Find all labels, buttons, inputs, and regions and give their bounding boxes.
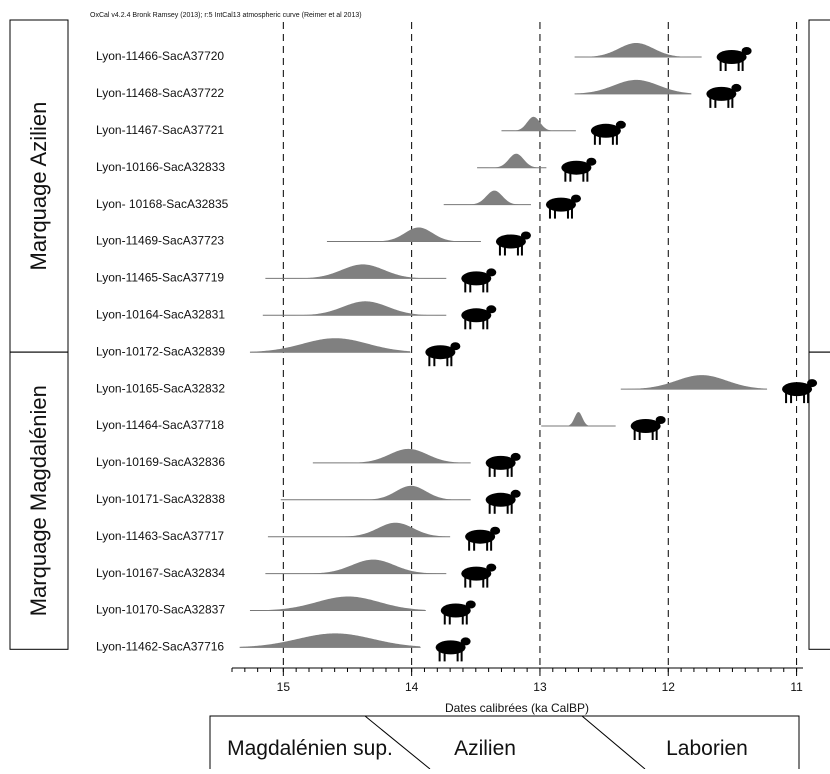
animal-icon xyxy=(425,342,461,367)
animal-head xyxy=(510,452,521,461)
animal-head xyxy=(486,268,497,277)
x-tick-label: 15 xyxy=(277,680,291,694)
animal-head xyxy=(486,305,497,314)
sample-label: Lyon-10165-SacA32832 xyxy=(96,381,225,395)
sample-label: Lyon-11467-SacA37721 xyxy=(96,123,224,137)
animal-head xyxy=(586,157,597,166)
animal-icon xyxy=(545,194,581,219)
sample-label: Lyon-11462-SacA37716 xyxy=(96,640,224,654)
animal-head xyxy=(465,600,476,609)
header: OxCal v4.2.4 Bronk Ramsey (2013); r:5 In… xyxy=(90,12,362,19)
animal-icon xyxy=(782,379,818,404)
animal-head xyxy=(450,342,461,351)
probability-distribution xyxy=(265,559,447,574)
group-label: Marquage Magdalénien xyxy=(26,385,51,616)
probability-distribution xyxy=(312,448,471,463)
animal-icon xyxy=(630,416,666,440)
animal-head xyxy=(490,526,501,535)
x-tick-label: 11 xyxy=(790,680,803,694)
animal-icon xyxy=(716,47,752,71)
probability-distribution xyxy=(443,190,531,205)
probability-distribution xyxy=(249,338,411,353)
x-tick-label: 13 xyxy=(533,680,547,694)
animal-icon xyxy=(590,120,626,145)
probability-distribution xyxy=(249,596,426,611)
period-frame xyxy=(209,715,800,774)
sample-label: Lyon-10164-SacA32831 xyxy=(96,307,225,321)
period-divider xyxy=(581,715,646,770)
probability-distribution xyxy=(541,412,616,426)
animal-head xyxy=(486,563,497,572)
probability-distribution xyxy=(477,153,547,168)
probability-distribution xyxy=(267,522,451,537)
period-divider xyxy=(364,715,431,770)
sample-label: Lyon-10170-SacA32837 xyxy=(96,603,225,617)
sample-label: Lyon-10171-SacA32838 xyxy=(96,492,225,506)
group-box-right xyxy=(808,351,830,650)
animal-head xyxy=(731,83,742,92)
sample-label: Lyon-11468-SacA37722 xyxy=(96,86,224,100)
animal-icon xyxy=(461,305,497,330)
animal-icon xyxy=(440,600,476,625)
animal-icon xyxy=(465,526,501,551)
sample-label: Lyon- 10168-SacA32835 xyxy=(96,197,229,211)
sample-label: Lyon-11466-SacA37720 xyxy=(96,49,224,63)
animal-head xyxy=(460,637,471,646)
group-box-right xyxy=(808,19,830,353)
probability-distribution xyxy=(501,116,576,131)
x-axis-label: Dates calibrées (ka CalBP) xyxy=(445,701,589,715)
sample-label: Lyon-11469-SacA37723 xyxy=(96,234,224,248)
animal-icon xyxy=(495,231,531,256)
animal-icon xyxy=(485,452,521,477)
sample-label: Lyon-10172-SacA32839 xyxy=(96,344,225,358)
group-label: Marquage Azilien xyxy=(26,102,51,271)
animal-head xyxy=(741,47,752,55)
x-tick-label: 14 xyxy=(405,680,419,694)
probability-distribution xyxy=(326,227,481,242)
animal-head xyxy=(520,231,531,240)
animal-icon xyxy=(485,489,521,514)
sample-label: Lyon-10169-SacA32836 xyxy=(96,455,225,469)
animal-head xyxy=(570,194,581,203)
animal-head xyxy=(510,489,521,498)
sample-label: Lyon-11465-SacA37719 xyxy=(96,271,224,285)
sample-label: Lyon-10166-SacA32833 xyxy=(96,160,225,174)
animal-icon xyxy=(561,157,597,182)
animal-head xyxy=(655,416,666,424)
probability-distribution xyxy=(620,375,768,390)
probability-distribution xyxy=(280,485,471,500)
period-box xyxy=(209,715,800,774)
probability-distribution xyxy=(574,43,702,57)
x-tick-label: 12 xyxy=(662,680,676,694)
group-box xyxy=(9,351,69,650)
probability-distribution xyxy=(574,79,692,94)
period-label: Laborien xyxy=(666,737,748,760)
probability-distribution xyxy=(265,264,447,279)
sample-label: Lyon-11463-SacA37717 xyxy=(96,529,224,543)
period-label: Magdalénien sup. xyxy=(227,737,393,760)
sample-label: Lyon-11464-SacA37718 xyxy=(96,418,224,432)
animal-icon xyxy=(435,637,471,662)
animal-icon xyxy=(461,563,497,588)
probability-distribution xyxy=(262,301,447,316)
animal-head xyxy=(615,120,626,129)
animal-icon xyxy=(706,83,742,108)
probability-distribution xyxy=(239,633,421,648)
animal-head xyxy=(807,379,818,388)
animal-icon xyxy=(461,268,497,293)
sample-label: Lyon-10167-SacA32834 xyxy=(96,566,225,580)
period-label: Azilien xyxy=(454,737,516,760)
